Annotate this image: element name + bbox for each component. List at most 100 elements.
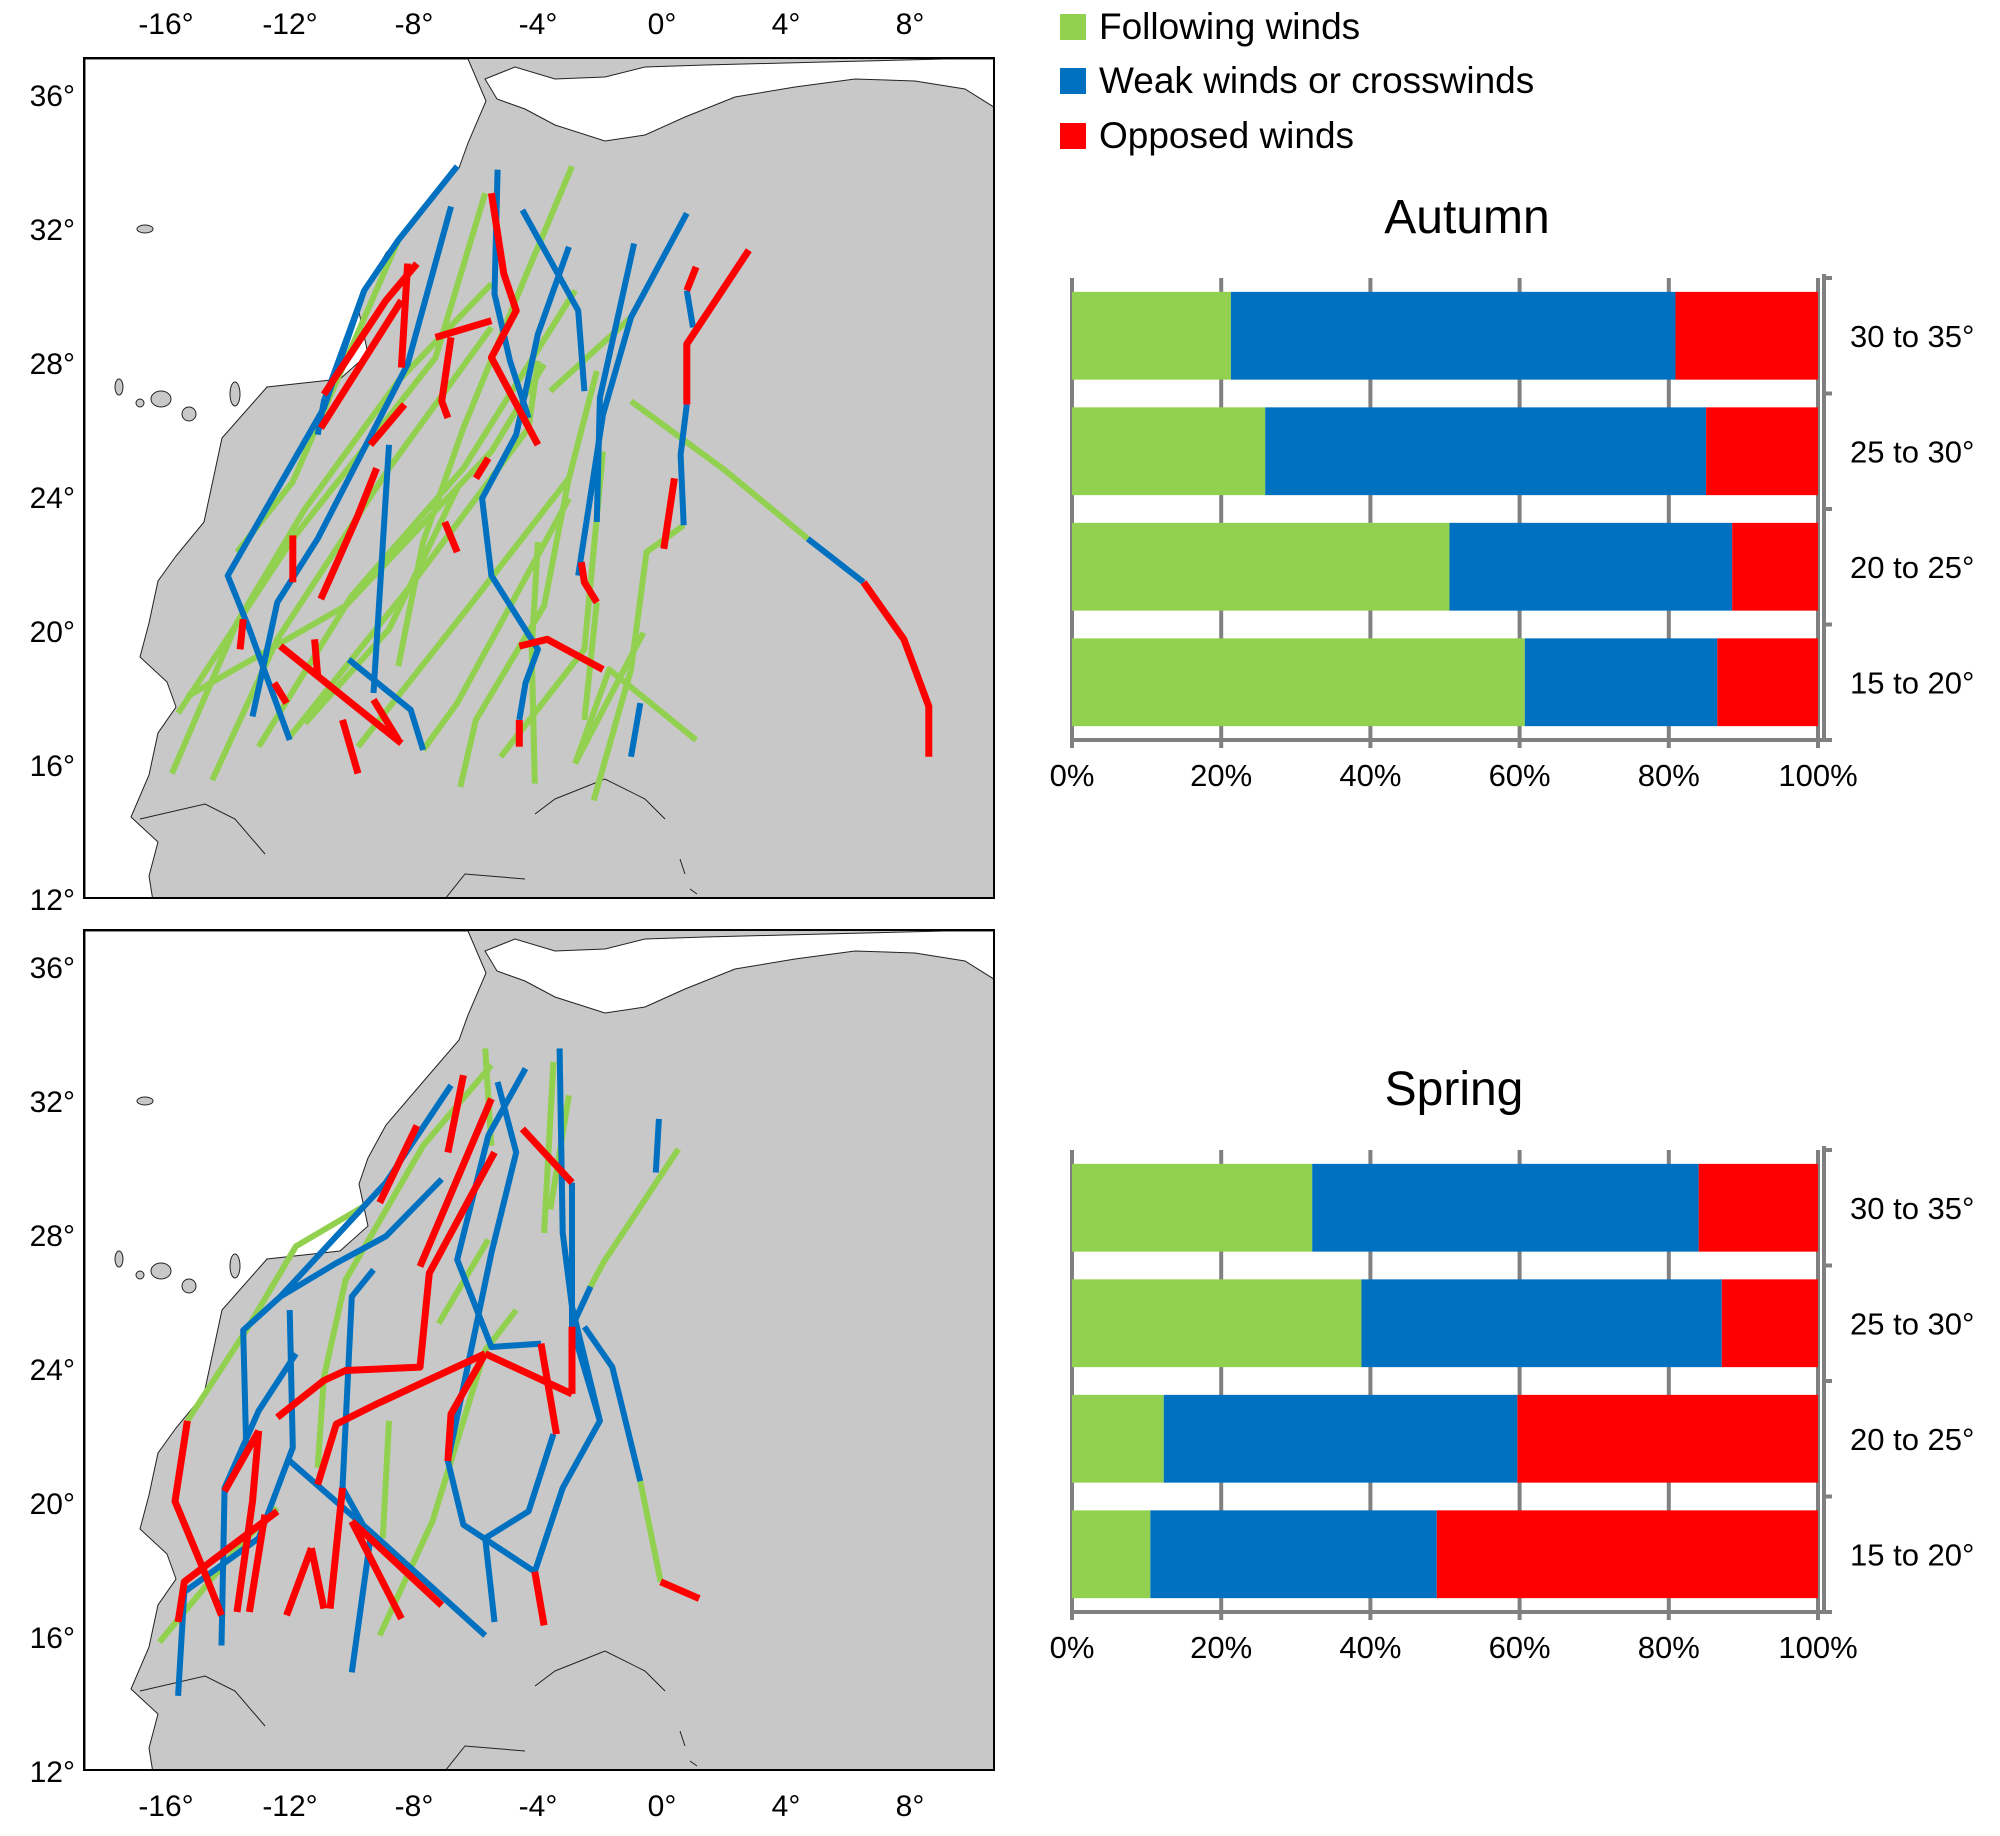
track-segment-opposed (531, 1571, 548, 1626)
track-segment-following (420, 497, 572, 752)
lat-tick-label: 12° (29, 1756, 75, 1790)
track-segment-opposed (660, 477, 678, 550)
track-segment-opposed (283, 1546, 315, 1617)
lat-tick-label: 20° (29, 1488, 75, 1522)
x-tick-label: 80% (1638, 758, 1700, 793)
legend-item-weak: Weak winds or crosswinds (1060, 60, 1535, 101)
bar-weak (1312, 1163, 1699, 1252)
basemap (85, 59, 993, 897)
legend-label: Weak winds or crosswinds (1099, 60, 1535, 101)
track-segment-weak (652, 1118, 662, 1173)
bar-opposed (1721, 1279, 1818, 1368)
lon-tick-label: -16° (138, 1790, 194, 1823)
track-segment-opposed (307, 1547, 328, 1610)
track-segment-opposed (278, 643, 404, 747)
track-segment-weak (287, 1458, 488, 1638)
lon-tick-label: 4° (771, 1790, 801, 1823)
track-segment-opposed (233, 1430, 263, 1613)
category-label: 30 to 35° (1850, 1191, 1974, 1226)
spring-bar-chart: 0% 20% 40% 60% 80% 100% 30 to 35° 25 to 30° 20 t… (1050, 1146, 1974, 1665)
mediterranean-sea (484, 931, 993, 1014)
track-segment-opposed (397, 263, 412, 368)
track-segment-opposed (317, 467, 380, 601)
x-tick-label: 0% (1050, 1630, 1095, 1665)
bar-following (1072, 638, 1525, 727)
bar-following (1072, 1394, 1164, 1483)
track-segment-weak (677, 404, 690, 526)
x-tick-label: 40% (1339, 758, 1401, 793)
track-segment-opposed (659, 1578, 701, 1602)
borders (139, 1650, 698, 1769)
track-segment-opposed (221, 1429, 262, 1493)
track-segment-following (169, 281, 494, 775)
track-segment-following (314, 1063, 494, 1468)
track-segment-following (528, 541, 541, 784)
track-segment-weak (531, 1048, 603, 1573)
track-segment-opposed (472, 456, 492, 481)
track-segment-following (587, 1147, 681, 1289)
canary-islands (114, 224, 241, 422)
track-segment-opposed (348, 1519, 405, 1621)
bar-opposed (1717, 638, 1818, 727)
bar-opposed (1706, 407, 1818, 496)
track-segment-opposed (519, 1126, 575, 1185)
legend-swatch-green (1060, 14, 1086, 40)
track-segment-opposed (683, 265, 700, 292)
bar-opposed (1732, 522, 1818, 611)
bar-weak (1150, 1510, 1437, 1599)
x-tick-label: 40% (1339, 1630, 1401, 1665)
legend-item-following: Following winds (1060, 6, 1361, 47)
track-segment-opposed (275, 1150, 498, 1421)
bar-weak (1230, 291, 1676, 380)
lon-tick-label: 8° (895, 1790, 925, 1823)
lat-tick-label: 12° (29, 884, 75, 918)
track-segment-weak (683, 290, 696, 328)
track-segment-weak (346, 657, 426, 751)
bar-weak (1524, 638, 1718, 727)
x-tick-label: 20% (1190, 1630, 1252, 1665)
lat-tick-label: 24° (29, 482, 75, 516)
track-segment-opposed (537, 1343, 560, 1435)
track-segment-weak (581, 1325, 644, 1482)
spring-chart-title: Spring (1384, 1063, 1524, 1116)
track-segment-opposed (444, 1351, 489, 1462)
track-segment-weak (575, 211, 690, 577)
lat-tick-label: 32° (29, 1086, 75, 1120)
bar-opposed (1698, 1163, 1818, 1252)
legend-label: Following winds (1099, 6, 1361, 47)
lat-tick-label: 28° (29, 1220, 75, 1254)
track-segment-weak (805, 536, 866, 585)
track-segment-opposed (483, 1350, 574, 1398)
lon-tick-label: -4° (518, 8, 558, 41)
bar-following (1072, 522, 1450, 611)
autumn-tracks (169, 164, 933, 802)
track-segment-opposed (326, 1487, 346, 1609)
x-tick-label: 60% (1489, 1630, 1551, 1665)
track-segment-opposed (487, 192, 541, 447)
lon-tick-label: -12° (262, 1790, 318, 1823)
track-segment-opposed (860, 580, 933, 757)
lat-tick-label: 32° (29, 214, 75, 248)
lat-tick-label: 24° (29, 1354, 75, 1388)
bar-following (1072, 1510, 1151, 1599)
bar-weak (1163, 1394, 1518, 1483)
bar-following (1072, 1279, 1362, 1368)
track-segment-weak (628, 702, 644, 758)
track-segment-following (572, 631, 647, 765)
x-tick-label: 20% (1190, 758, 1252, 793)
x-tick-label: 80% (1638, 1630, 1700, 1665)
lon-tick-label: -8° (394, 8, 434, 41)
track-segment-following (256, 288, 578, 749)
x-tick-label: 100% (1778, 758, 1857, 793)
x-tick-label: 0% (1050, 758, 1095, 793)
bar-weak (1361, 1279, 1722, 1368)
track-segment-opposed (367, 402, 408, 448)
bar-following (1072, 1163, 1313, 1252)
track-segment-opposed (311, 639, 322, 677)
lon-tick-label: -8° (394, 1790, 434, 1823)
lon-tick-label: 8° (895, 8, 925, 41)
legend-label: Opposed winds (1099, 115, 1355, 156)
track-segment-opposed (370, 697, 402, 742)
lat-tick-label: 36° (29, 80, 75, 114)
track-segment-opposed (349, 1518, 445, 1608)
